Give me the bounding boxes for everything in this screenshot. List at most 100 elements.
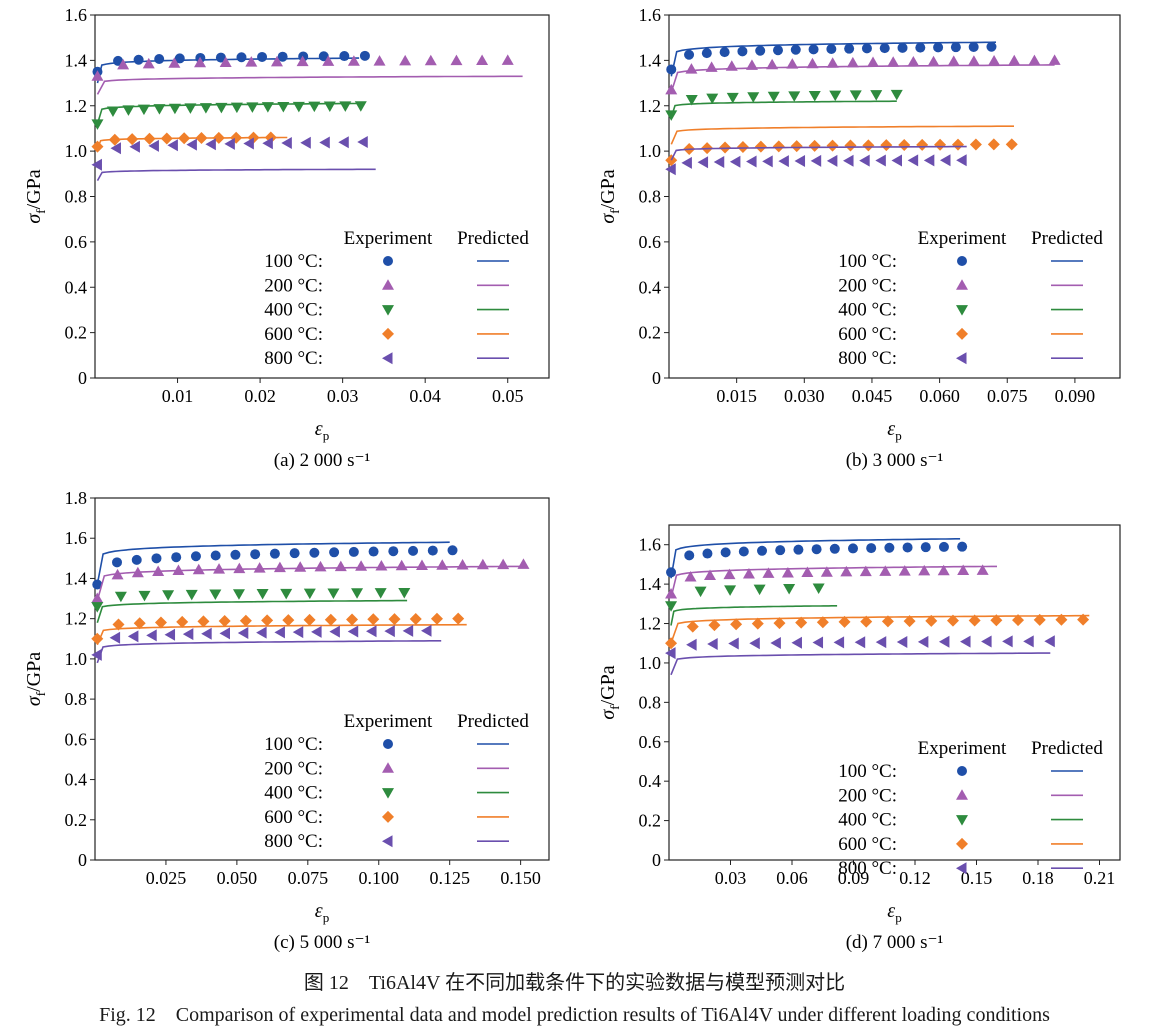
y-axis-label-symbol: σ bbox=[597, 213, 619, 224]
experiment-point-400C bbox=[256, 589, 269, 600]
experiment-point-400C bbox=[280, 588, 293, 600]
experiment-point-100C bbox=[131, 554, 142, 565]
experiment-point-100C bbox=[808, 44, 819, 55]
experiment-point-100C bbox=[257, 51, 268, 62]
experiment-point-100C bbox=[902, 542, 913, 553]
x-tick-label: 0.21 bbox=[1084, 868, 1116, 888]
predicted-line-400C bbox=[96, 102, 361, 125]
experiment-point-200C bbox=[801, 566, 814, 578]
experiment-point-600C bbox=[795, 616, 808, 629]
experiment-point-200C bbox=[322, 55, 335, 66]
experiment-point-800C bbox=[938, 635, 950, 648]
experiment-point-800C bbox=[182, 628, 194, 641]
experiment-point-600C bbox=[176, 615, 189, 628]
series-400C bbox=[91, 101, 367, 130]
experiment-point-100C bbox=[339, 51, 350, 62]
predicted-line-600C bbox=[96, 623, 467, 646]
experiment-point-200C bbox=[456, 558, 469, 570]
experiment-point-800C bbox=[146, 629, 157, 642]
experiment-point-200C bbox=[501, 54, 514, 65]
y-axis-label-subscript: f bbox=[607, 209, 622, 214]
experiment-point-200C bbox=[424, 54, 437, 66]
predicted-line-400C bbox=[670, 604, 838, 626]
experiment-point-800C bbox=[205, 138, 216, 151]
experiment-point-200C bbox=[781, 566, 794, 578]
legend: Experiment Predicted 100 °C: 200 °C: 400 °C:… bbox=[838, 738, 1103, 879]
experiment-point-200C bbox=[375, 559, 388, 571]
legend-marker-400C bbox=[956, 815, 968, 826]
experiment-point-100C bbox=[329, 547, 340, 558]
experiment-point-400C bbox=[829, 90, 842, 102]
experiment-point-200C bbox=[665, 587, 678, 599]
legend-marker-600C bbox=[956, 837, 968, 850]
legend-label-100C: 100 °C: bbox=[264, 734, 323, 755]
x-tick-label: 0.025 bbox=[146, 868, 187, 888]
experiment-point-200C bbox=[967, 55, 980, 66]
experiment-point-100C bbox=[309, 547, 320, 558]
experiment-point-800C bbox=[810, 154, 822, 167]
experiment-point-600C bbox=[934, 138, 947, 151]
experiment-point-600C bbox=[903, 615, 916, 628]
x-tick-label: 0.12 bbox=[899, 868, 931, 888]
x-axis-label: εp bbox=[887, 418, 901, 443]
experiment-point-800C bbox=[91, 158, 102, 171]
y-tick-label: 0.4 bbox=[65, 770, 88, 790]
experiment-point-800C bbox=[749, 637, 760, 650]
experiment-point-100C bbox=[666, 567, 677, 578]
experiment-point-800C bbox=[110, 142, 121, 155]
experiment-point-100C bbox=[230, 549, 241, 560]
experiment-point-400C bbox=[327, 588, 340, 599]
experiment-point-600C bbox=[91, 140, 104, 153]
x-tick-label: 0.045 bbox=[852, 386, 893, 406]
panel-subtitle: (b) 3 000 s⁻¹ bbox=[846, 450, 944, 471]
experiment-point-100C bbox=[427, 545, 438, 556]
predicted-line-800C bbox=[96, 168, 376, 181]
experiment-point-600C bbox=[261, 614, 274, 627]
experiment-point-600C bbox=[1055, 613, 1068, 626]
experiment-point-200C bbox=[213, 563, 226, 574]
experiment-point-400C bbox=[168, 103, 181, 115]
y-axis-label-subscript: f bbox=[33, 209, 48, 214]
y-axis-label: σf/GPa bbox=[597, 169, 622, 223]
experiment-point-800C bbox=[917, 635, 929, 648]
y-axis-label-unit: /GPa bbox=[23, 169, 45, 209]
series-200C bbox=[91, 54, 523, 95]
legend-label-600C: 600 °C: bbox=[264, 324, 323, 345]
experiment-point-400C bbox=[106, 106, 119, 117]
legend-label-100C: 100 °C: bbox=[838, 761, 897, 782]
experiment-point-800C bbox=[167, 139, 178, 152]
experiment-point-600C bbox=[808, 139, 821, 152]
experiment-point-200C bbox=[1028, 54, 1041, 66]
experiment-point-200C bbox=[476, 558, 489, 570]
experiment-point-400C bbox=[354, 101, 367, 112]
experiment-point-100C bbox=[447, 545, 458, 556]
chart-panel-1: 0 0.2 0.4 0.6 0.8 1.0 1.2 1.4 1.6 0.015 0.030 0.045… bbox=[597, 5, 1121, 471]
experiment-point-600C bbox=[816, 616, 829, 629]
experiment-point-600C bbox=[665, 637, 678, 650]
y-tick-label: 1.0 bbox=[639, 653, 662, 673]
y-tick-label: 0.6 bbox=[639, 232, 662, 252]
y-axis-label-subscript: f bbox=[607, 705, 622, 710]
experiment-point-200C bbox=[111, 568, 124, 580]
experiment-point-100C bbox=[737, 46, 748, 57]
experiment-point-600C bbox=[324, 613, 337, 626]
experiment-point-600C bbox=[754, 140, 767, 153]
experiment-point-800C bbox=[859, 154, 870, 167]
experiment-point-400C bbox=[870, 90, 883, 101]
experiment-point-200C bbox=[846, 56, 859, 68]
experiment-point-600C bbox=[844, 139, 857, 152]
experiment-point-800C bbox=[960, 635, 971, 648]
experiment-point-600C bbox=[708, 619, 721, 632]
experiment-point-800C bbox=[896, 635, 908, 648]
experiment-point-100C bbox=[277, 51, 288, 62]
x-axis-label-symbol: ε bbox=[887, 900, 895, 922]
series-200C bbox=[91, 558, 530, 604]
experiment-point-200C bbox=[355, 560, 368, 571]
legend-header-predicted: Predicted bbox=[1031, 228, 1103, 249]
experiment-point-800C bbox=[833, 636, 845, 649]
experiment-point-200C bbox=[219, 56, 232, 67]
experiment-point-200C bbox=[705, 61, 718, 72]
experiment-point-200C bbox=[517, 558, 530, 569]
predicted-line-400C bbox=[670, 100, 897, 118]
experiment-point-100C bbox=[298, 51, 309, 62]
